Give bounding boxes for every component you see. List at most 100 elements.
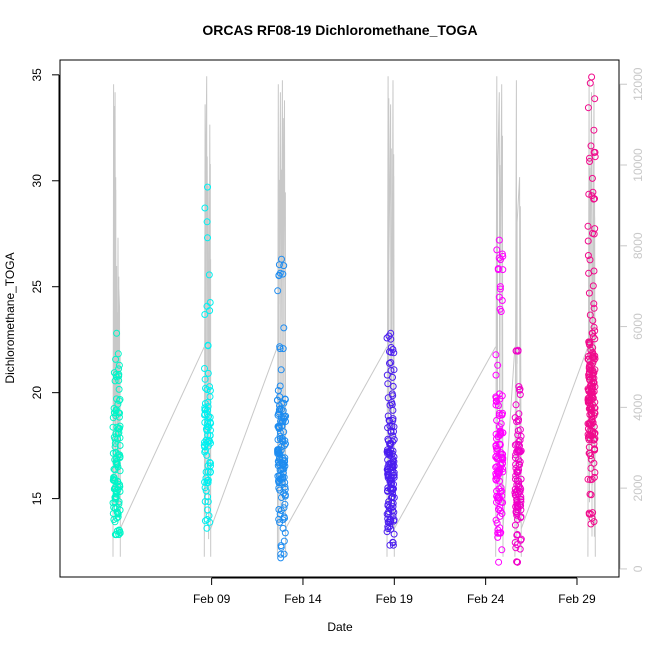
data-point [493,435,500,443]
data-point [493,494,501,502]
data-point [585,338,593,346]
data-point [276,454,284,462]
data-point [516,461,523,469]
data-point [586,158,594,165]
data-point [587,142,595,150]
data-point [589,509,597,517]
data-point [493,519,501,527]
data-point [589,394,597,402]
data-point [512,461,520,468]
data-point [280,504,288,512]
data-point [384,412,392,420]
data-point [277,542,285,550]
data-point [276,382,284,390]
data-point [584,475,592,483]
data-point [201,517,209,525]
data-point [512,401,520,409]
data-point [201,375,209,383]
data-point [388,399,396,407]
data-point [276,519,284,526]
data-point [584,434,592,442]
data-point [588,174,596,182]
data-point [516,391,524,399]
data-point [589,317,597,324]
data-point [492,397,500,405]
data-point [590,300,598,308]
altitude-connector [285,346,388,529]
data-point [584,222,592,230]
data-point [115,397,123,405]
data-point [495,293,503,301]
data-point [280,537,288,545]
data-point [513,558,521,566]
data-point [206,431,214,439]
data-point [113,329,121,337]
data-point [116,454,124,462]
x-tick-label: Feb 09 [193,592,231,606]
y-tick-label-right: 8000 [631,232,645,259]
data-point [206,518,214,526]
data-point [590,304,598,312]
data-point [499,499,507,506]
data-point [589,333,597,341]
data-point [389,432,397,440]
y-axis-label: Dichloromethane_TOGA [3,252,17,383]
data-point [275,271,283,279]
data-point [388,390,396,398]
data-point [201,484,209,492]
data-point [111,485,119,493]
data-point [276,432,284,440]
data-point [517,495,525,503]
data-point [383,334,391,342]
data-point [494,361,502,369]
data-point [387,329,395,337]
data-point [114,350,122,358]
data-point [276,269,284,277]
data-point [201,411,208,419]
data-point [498,510,506,517]
data-point [390,494,398,501]
data-point [116,396,124,403]
data-point [206,458,214,466]
data-point [390,366,398,374]
data-point [513,499,521,506]
data-point [585,509,593,517]
x-axis-label: Date [327,620,353,634]
data-point [206,307,214,315]
data-point [495,254,503,262]
plot-frame [59,59,620,578]
data-point [497,461,505,469]
data-point [389,417,397,424]
data-point [591,195,598,203]
data-point [203,479,211,487]
data-point [280,428,288,436]
data-point [589,359,597,367]
data-point [386,541,394,549]
data-point [278,255,285,263]
data-point [277,550,285,558]
data-point [115,361,123,369]
data-point [205,271,213,279]
y-tick-label-right: 10000 [631,148,645,182]
data-point [516,545,524,553]
altitude-connector [119,346,205,529]
data-point [494,526,502,534]
data-point [203,451,211,459]
data-point [588,329,596,337]
data-point [513,531,521,539]
data-point [274,462,282,470]
data-point [115,385,123,393]
data-point [277,554,285,562]
data-point [204,498,212,506]
data-point [516,442,523,450]
data-point [385,504,393,511]
data-point [116,442,124,449]
data-point [493,416,501,424]
data-point [585,373,593,381]
data-point [204,183,211,191]
data-point [513,481,521,489]
data-point [517,432,525,440]
data-point [586,311,594,319]
data-point [493,487,501,495]
data-point [115,531,123,539]
